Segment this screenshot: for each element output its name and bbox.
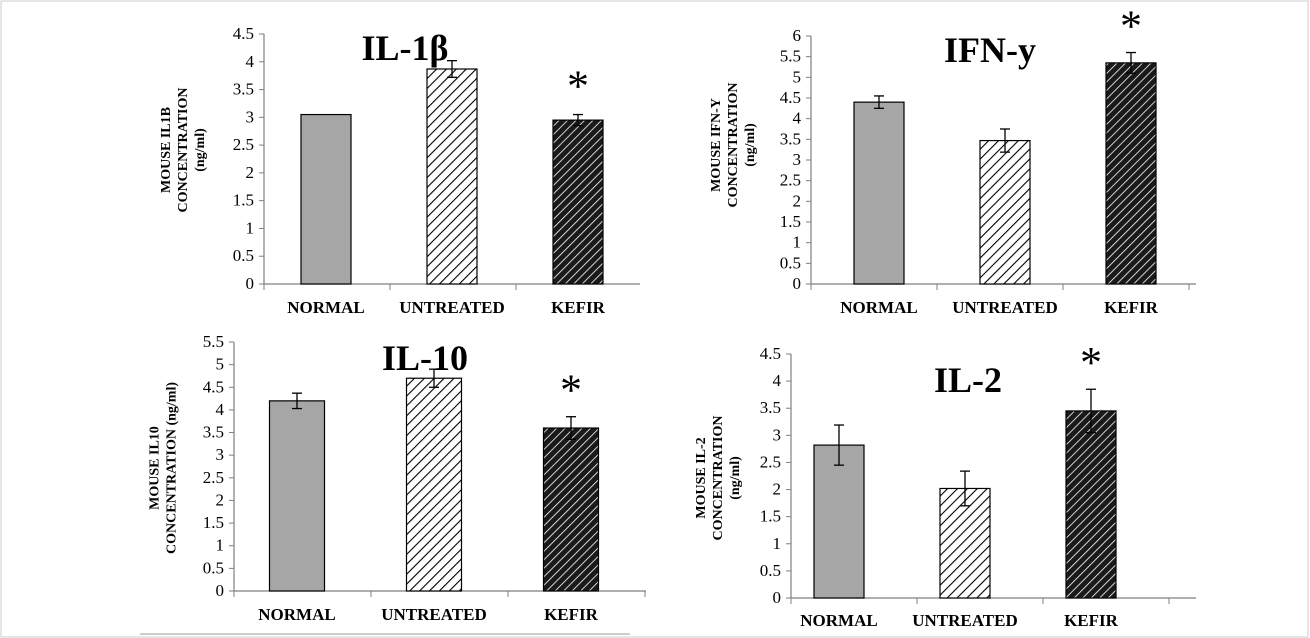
chart-title: IL-10 — [382, 338, 468, 378]
y-tick-label: 2.5 — [233, 135, 254, 154]
y-tick-label: 2 — [793, 191, 802, 210]
y-tick-label: 4 — [793, 109, 802, 128]
y-tick-label: 5.5 — [780, 47, 801, 66]
y-axis-label-line: MOUSE IFN-Y — [709, 98, 724, 192]
y-tick-label: 2.5 — [780, 171, 801, 190]
y-axis-label-line: CONCENTRATION — [176, 88, 191, 213]
y-tick-label: 3.5 — [780, 129, 801, 148]
category-label: KEFIR — [551, 298, 606, 317]
category-label: UNTREATED — [912, 611, 1017, 630]
category-label: UNTREATED — [381, 605, 486, 624]
category-label: KEFIR — [544, 605, 599, 624]
y-tick-label: 1.5 — [233, 191, 254, 210]
y-axis-label: MOUSE IL1B CONCENTRATION (ng/ml) — [159, 88, 208, 213]
y-tick-label: 4.5 — [780, 88, 801, 107]
category-label: UNTREATED — [952, 298, 1057, 317]
chart-panel-3: 0 0.5 1 1.5 2 2.5 3 3.5 4 4.5 5 5.5 NORMAL UNTREATED K… — [148, 332, 646, 624]
y-tick-label: 4.5 — [203, 377, 224, 396]
y-axis-label-line: CONCENTRATION — [726, 83, 741, 208]
category-label: NORMAL — [800, 611, 877, 630]
y-tick-label: 0.5 — [233, 246, 254, 265]
bar-kefir — [1065, 410, 1117, 599]
category-label: KEFIR — [1104, 298, 1159, 317]
y-tick-label: 1.5 — [780, 212, 801, 231]
y-tick-label: 4.5 — [760, 344, 781, 363]
category-label: NORMAL — [258, 605, 335, 624]
significance-marker: * — [560, 366, 582, 415]
y-tick-label: 2 — [216, 490, 225, 509]
bar-normal — [813, 444, 865, 599]
y-tick-label: 5 — [216, 355, 225, 374]
y-tick-label: 0.5 — [780, 253, 801, 272]
y-tick-label: 3 — [773, 425, 782, 444]
y-tick-label: 0 — [773, 588, 782, 607]
bar-untreated — [939, 487, 991, 599]
y-tick-label: 3 — [246, 107, 255, 126]
y-tick-label: 2.5 — [760, 452, 781, 471]
y-tick-label: 2 — [773, 480, 782, 499]
y-tick-label: 0 — [216, 581, 225, 600]
bar-untreated — [405, 377, 463, 592]
category-label: NORMAL — [287, 298, 364, 317]
significance-marker: * — [1120, 2, 1142, 51]
y-tick-label: 1.5 — [203, 513, 224, 532]
y-tick-label: 0 — [793, 274, 802, 293]
y-tick-label: 3.5 — [203, 423, 224, 442]
y-tick-label: 0.5 — [760, 561, 781, 580]
y-tick-label: 4 — [246, 52, 255, 71]
bar-normal — [268, 400, 326, 592]
y-tick-label: 2.5 — [203, 468, 224, 487]
significance-marker: * — [1080, 338, 1102, 387]
y-tick-label: 3.5 — [760, 398, 781, 417]
y-tick-label: 0 — [246, 274, 255, 293]
y-axis-label: MOUSE IL-2 CONCENTRATION (ng/ml) — [694, 416, 743, 541]
y-axis-label: MOUSE IFN-Y CONCENTRATION (ng/ml) — [709, 83, 758, 208]
category-label: NORMAL — [840, 298, 917, 317]
y-axis-label-line: MOUSE IL-2 — [694, 437, 709, 518]
y-tick-label: 4 — [216, 400, 225, 419]
y-tick-label: 1 — [216, 536, 225, 555]
chart-title: IL-2 — [934, 360, 1002, 400]
y-axis-label-line: MOUSE IL1B — [159, 107, 174, 193]
y-axis-label-line: CONCENTRATION — [711, 416, 726, 541]
y-tick-label: 4 — [773, 371, 782, 390]
chart-panel-2: 0 0.51 1.5 22.5 3 3.54 4.5 55.5 6 NORMAL UNTREATED… — [709, 2, 1196, 317]
y-tick-label: 4.5 — [233, 24, 254, 43]
significance-marker: * — [567, 62, 589, 111]
y-axis-label-line: (ng/ml) — [728, 456, 743, 500]
bar-kefir — [1105, 62, 1157, 285]
y-tick-label: 2 — [246, 163, 255, 182]
chart-title: IFN-y — [944, 30, 1036, 70]
category-label: UNTREATED — [399, 298, 504, 317]
y-tick-label: 1 — [246, 218, 255, 237]
y-axis-label: MOUSE IL10 CONCENTRATION (ng/ml) — [148, 382, 180, 554]
chart-panel-4: 0 0.5 1 1.5 2 2.5 3 3.5 4 4.5 NORMAL UNTREATED KEFIR… — [694, 338, 1196, 630]
y-tick-label: 5.5 — [203, 332, 224, 351]
bar-normal — [300, 113, 352, 285]
y-tick-label: 1 — [773, 534, 782, 553]
y-axis-label-line: (ng/ml) — [743, 123, 758, 167]
y-tick-label: 5 — [793, 67, 802, 86]
bar-kefir — [542, 427, 600, 592]
y-tick-label: 1.5 — [760, 507, 781, 526]
bar-untreated — [979, 139, 1031, 285]
y-tick-label: 3 — [216, 445, 225, 464]
chart-panel-1: 0 0.5 1 1.5 2 2.5 3 3.5 4 4.5 NORMAL UNTREATED KEFIR… — [159, 24, 640, 317]
category-label: KEFIR — [1064, 611, 1119, 630]
y-axis-label-line: MOUSE IL10 — [148, 426, 163, 510]
y-tick-label: 3 — [793, 150, 802, 169]
bar-normal — [853, 101, 905, 285]
y-tick-label: 0.5 — [203, 558, 224, 577]
y-tick-label: 6 — [793, 26, 802, 45]
y-axis-label-line: CONCENTRATION (ng/ml) — [165, 382, 180, 554]
y-tick-label: 1 — [793, 233, 802, 252]
y-axis-label-line: (ng/ml) — [193, 128, 208, 172]
chart-title: IL-1β — [362, 28, 449, 68]
y-tick-label: 3.5 — [233, 80, 254, 99]
bar-untreated — [426, 68, 478, 285]
bar-kefir — [552, 119, 604, 285]
